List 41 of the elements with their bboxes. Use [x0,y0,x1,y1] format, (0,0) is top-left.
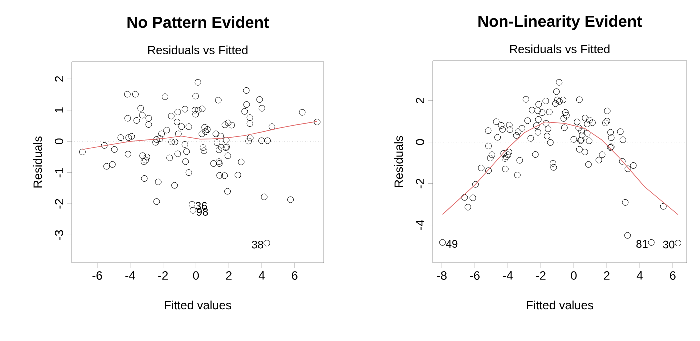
x-axis-title: Fitted values [165,300,232,310]
x-tick-label: -2 [158,272,168,280]
chart-subtitle: Residuals vs Fitted [510,44,610,54]
x-tick-label: 6 [670,272,676,280]
chart-title: Non-Linearity Evident [478,15,642,30]
y-axis-title: Residuals [33,136,42,188]
chart-title: No Pattern Evident [128,16,270,28]
line-series [82,121,318,150]
x-tick-label: 2 [604,272,610,280]
y-tick-label: 2 [416,98,424,104]
x-tick-label: -4 [126,272,136,280]
x-tick-label: 2 [226,272,232,280]
annotation: 36 [196,202,208,210]
x-tick-label: -2 [536,272,546,280]
x-tick-label: -6 [92,272,102,280]
x-tick-label: 0 [571,272,577,280]
y-tick-label: -2 [55,199,64,209]
y-tick-label: -1 [55,168,64,178]
annotation: 30 [663,240,675,249]
annotation: 38 [252,240,264,249]
x-tick-label: 6 [292,272,298,280]
line-series [442,122,679,216]
x-tick-label: 4 [258,272,265,280]
y-tick-label: 1 [55,108,64,113]
annotation: 49 [446,240,458,248]
y-axis-title: Residuals [394,136,404,188]
x-tick-label: -4 [503,272,514,280]
x-axis-title: Fitted values [527,300,594,310]
chart-subtitle: Residuals vs Fitted [148,46,248,54]
x-tick-label: -6 [470,272,480,280]
y-tick-label: -2 [416,179,424,189]
y-tick-label: -4 [416,220,424,230]
x-tick-label: 4 [636,272,643,280]
x-tick-label: -8 [437,272,447,280]
y-tick-label: 0 [416,139,424,146]
y-tick-label: 0 [55,138,64,144]
annotation: 98 [196,208,208,216]
y-tick-label: -3 [55,230,64,240]
annotation: 81 [636,240,648,248]
x-tick-label: 0 [193,272,200,280]
y-tick-label: 2 [55,76,64,82]
